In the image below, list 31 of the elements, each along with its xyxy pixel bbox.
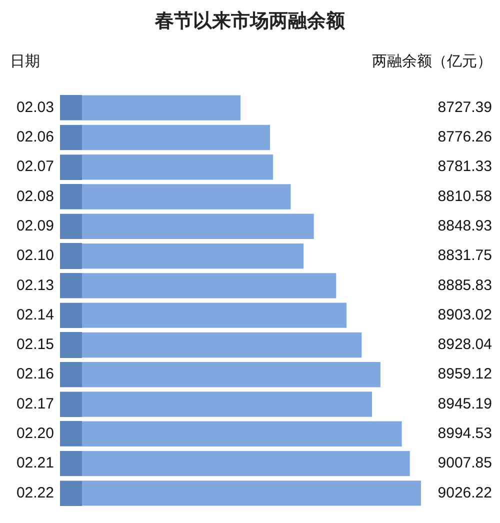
- data-label: 9007.85: [438, 454, 492, 472]
- data-label: 8727.39: [438, 98, 492, 116]
- y-tick-label: 02.14: [16, 306, 54, 324]
- chart-title: 春节以来市场两融余额: [154, 10, 346, 34]
- y-tick-label: 02.08: [16, 188, 54, 205]
- data-label: 8903.02: [438, 306, 492, 324]
- y-tick-label: 02.16: [16, 366, 54, 383]
- y-tick-label: 02.13: [16, 276, 54, 294]
- data-label: 8781.33: [438, 158, 492, 176]
- y-tick-label: 02.03: [16, 98, 54, 116]
- y-axis-title: 日期: [10, 52, 40, 71]
- y-tick-label: 02.20: [16, 425, 54, 442]
- y-tick-label: 02.17: [16, 395, 54, 412]
- y-tick-label: 02.10: [16, 247, 54, 264]
- data-label: 8810.58: [438, 188, 492, 205]
- data-label: 8959.12: [438, 366, 492, 383]
- data-label: 8885.83: [438, 276, 492, 294]
- y-tick-label: 02.21: [16, 454, 54, 472]
- data-label: 8945.19: [438, 395, 492, 412]
- data-label: 9026.22: [438, 484, 492, 502]
- y-tick-label: 02.06: [16, 128, 54, 146]
- data-label: 8776.26: [438, 128, 492, 146]
- y-tick-label: 02.07: [16, 158, 54, 176]
- data-label: 8994.53: [438, 425, 492, 442]
- data-label: 8831.75: [438, 247, 492, 264]
- y-tick-label: 02.22: [16, 484, 54, 502]
- data-label: 8848.93: [438, 218, 492, 235]
- data-label: 8928.04: [438, 336, 492, 354]
- x-axis-title: 两融余额（亿元）: [372, 52, 492, 71]
- y-tick-label: 02.15: [16, 336, 54, 354]
- y-tick-label: 02.09: [16, 218, 54, 235]
